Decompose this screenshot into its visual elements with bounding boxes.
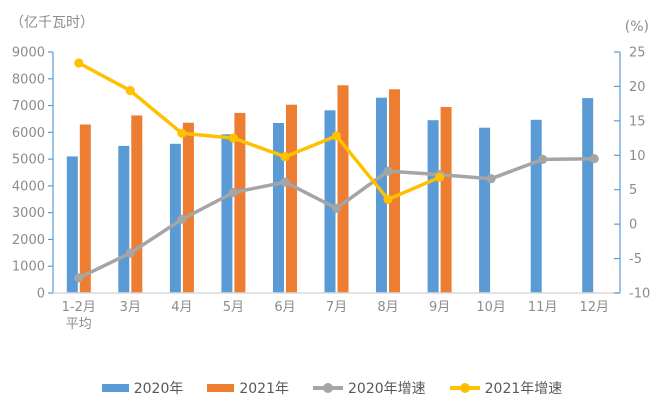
right-axis-tick-label: 5 <box>629 183 637 198</box>
growth-point-s2-c6 <box>383 166 393 176</box>
bar-s0-c10 <box>582 98 594 293</box>
x-axis-category-label: 5月 <box>223 300 244 315</box>
legend: 2020年 2021年 2020年增速 2021年增速 <box>0 375 664 401</box>
legend-item-2021-bar: 2021年 <box>207 378 289 398</box>
bar-s0-c0 <box>66 156 78 293</box>
x-axis-category-label: 12月 <box>579 300 609 315</box>
bar-s0-c6 <box>376 97 387 293</box>
left-axis-tick-label: 7000 <box>12 99 45 114</box>
legend-label-2020-bar: 2020年 <box>133 381 184 397</box>
left-axis-tick-label: 8000 <box>12 72 45 87</box>
growth-point-s3-c7 <box>435 172 445 182</box>
bar-s0-c1 <box>118 145 130 293</box>
legend-swatch-2021-line-icon <box>449 383 480 393</box>
right-axis-tick-label: -5 <box>629 252 642 267</box>
growth-point-s2-c4 <box>280 177 290 187</box>
growth-point-s2-c8 <box>486 174 496 184</box>
growth-point-s3-c5 <box>331 131 342 141</box>
legend-swatch-2020-bar-icon <box>101 384 129 392</box>
x-axis-category-label: 11月 <box>528 300 558 315</box>
legend-item-2020-growth-line: 2020年增速 <box>313 378 426 398</box>
x-axis-category-label: 9月 <box>429 300 450 315</box>
growth-point-s3-c2 <box>177 128 187 138</box>
bar-s0-c2 <box>169 143 181 293</box>
combo-chart-plot: 0 1000 2000 3000 4000 5000 6000 7000 8000 9000 -10… <box>12 46 650 333</box>
legend-item-2021-growth-line: 2021年增速 <box>449 378 563 398</box>
growth-point-s2-c1 <box>125 248 135 258</box>
x-axis-category-label: 8月 <box>377 300 398 315</box>
left-axis-tick-label: 9000 <box>12 46 45 61</box>
bar-s1-c5 <box>337 85 349 293</box>
left-axis-tick-label: 3000 <box>12 206 45 221</box>
right-axis-unit-label: (%) <box>624 19 649 35</box>
growth-line-s3 <box>77 61 442 202</box>
right-axis-tick-label: 10 <box>629 149 646 164</box>
bar-s0-c4 <box>273 123 284 293</box>
growth-point-s3-c0 <box>74 58 84 68</box>
bar-s1-c3 <box>234 112 246 294</box>
growth-point-s3-c3 <box>228 133 238 143</box>
right-axis-tick-label: 25 <box>629 46 646 61</box>
legend-label-2021-bar: 2021年 <box>239 381 289 397</box>
left-axis-tick-label: 5000 <box>12 153 45 168</box>
growth-point-s2-c5 <box>331 203 342 213</box>
legend-swatch-2021-bar-icon <box>207 384 235 392</box>
bar-s0-c9 <box>530 119 542 293</box>
growth-point-s2-c2 <box>177 214 187 224</box>
right-axis-tick-label: 20 <box>629 80 646 95</box>
growth-point-s2-c10 <box>589 154 599 164</box>
x-axis-category-label: 1-2月平均 <box>62 300 96 332</box>
growth-line-s2 <box>77 156 596 280</box>
left-axis-tick-label: 2000 <box>12 233 45 248</box>
legend-swatch-2020-line-icon <box>313 383 343 393</box>
legend-label-2021-growth: 2021年增速 <box>484 381 563 397</box>
growth-point-s2-c9 <box>538 154 548 164</box>
bar-s1-c6 <box>389 89 400 293</box>
right-axis-tick-label: -10 <box>629 287 650 302</box>
x-axis-category-label: 6月 <box>274 300 295 315</box>
left-axis-unit-label: （亿千瓦时） <box>10 15 94 31</box>
left-axis-tick-label: 4000 <box>12 179 45 194</box>
legend-label-2020-growth: 2020年增速 <box>348 381 426 397</box>
bar-s1-c4 <box>286 104 297 293</box>
bar-s0-c8 <box>479 127 491 293</box>
bar-s1-c2 <box>182 122 194 293</box>
bar-s1-c0 <box>79 124 91 293</box>
x-axis-category-label: 10月 <box>476 300 506 315</box>
x-axis-category-label: 3月 <box>120 300 141 315</box>
x-axis-category-label: 4月 <box>171 300 192 315</box>
growth-point-s2-c3 <box>228 187 238 198</box>
growth-point-s3-c1 <box>125 86 135 96</box>
left-axis-tick-label: 6000 <box>12 126 45 141</box>
growth-point-s3-c6 <box>383 194 393 204</box>
bar-s0-c3 <box>221 134 233 293</box>
right-axis-tick-label: 15 <box>629 114 646 129</box>
legend-item-2020-bar: 2020年 <box>101 378 184 398</box>
left-axis-tick-label: 0 <box>37 287 45 302</box>
bar-s1-c7 <box>440 107 452 293</box>
growth-point-s3-c4 <box>280 152 290 162</box>
bar-s1-c1 <box>131 115 143 294</box>
left-axis-tick-label: 1000 <box>12 260 45 275</box>
growth-point-s2-c0 <box>74 273 84 283</box>
x-axis-category-label: 7月 <box>326 300 347 315</box>
bar-s0-c5 <box>324 110 336 293</box>
right-axis-tick-label: 0 <box>629 218 637 233</box>
bar-s0-c7 <box>427 120 439 293</box>
